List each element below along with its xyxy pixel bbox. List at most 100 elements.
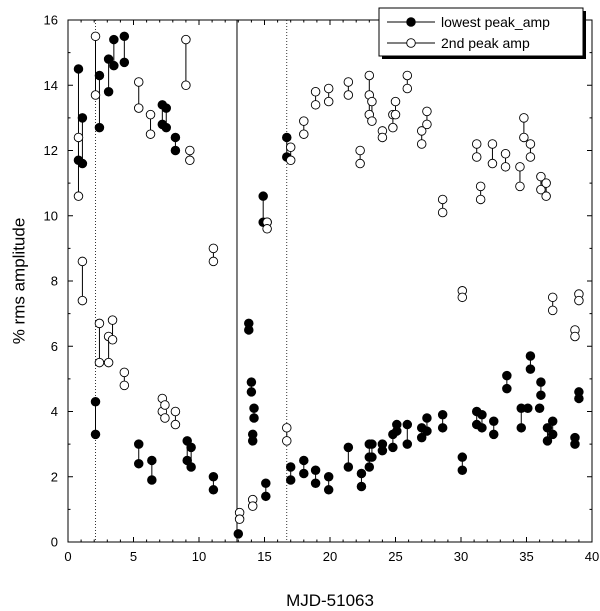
second-peak-point xyxy=(475,181,486,192)
lowest-peak-point xyxy=(258,191,268,201)
lowest-peak-point xyxy=(356,468,367,479)
lowest-peak-point xyxy=(402,439,413,449)
second-peak-point xyxy=(107,315,118,325)
reference-lines xyxy=(95,20,288,542)
second-peak-point xyxy=(519,132,529,143)
second-peak-point xyxy=(574,295,584,306)
lowest-peak-point xyxy=(542,436,553,446)
lowest-peak-point xyxy=(109,34,119,45)
axis-ticks: 0 5 10 15 20 25 30 35 40 0 2 4 6 8 10 12 14 16 xyxy=(44,13,600,565)
second-peak-point xyxy=(475,194,486,205)
lowest-peak-point xyxy=(377,445,388,456)
lowest-peak-point xyxy=(343,462,354,472)
x-tick-label: 40 xyxy=(585,549,599,564)
lowest-peak-point xyxy=(170,145,181,156)
second-peak-point xyxy=(94,357,105,368)
lowest-peak-point xyxy=(547,416,558,427)
lowest-peak-point xyxy=(94,70,105,81)
second-peak-point xyxy=(541,191,551,201)
lowest-peak-point xyxy=(208,485,219,495)
second-peak-point xyxy=(471,139,482,149)
lowest-peak-point xyxy=(392,426,402,436)
second-peak-point xyxy=(282,423,292,433)
lowest-peak-point xyxy=(416,432,427,443)
second-peak-point xyxy=(487,139,498,149)
second-peak-point xyxy=(355,145,365,156)
lowest-peak-point xyxy=(502,370,512,381)
second-peak-point xyxy=(145,109,156,120)
second-peak-point xyxy=(103,357,114,368)
y-tick-label: 16 xyxy=(44,13,58,28)
lowest-peak-point xyxy=(310,465,321,475)
second-peak-point xyxy=(525,139,536,149)
lowest-peak-point xyxy=(516,423,527,433)
lowest-peak-point xyxy=(570,439,580,449)
lowest-peak-point xyxy=(364,462,375,472)
lowest-peak-point xyxy=(323,485,334,495)
y-tick-label: 8 xyxy=(51,274,58,289)
second-peak-point xyxy=(299,129,309,139)
second-peak-point xyxy=(94,318,105,329)
lowest-peak-point xyxy=(147,475,157,485)
lowest-peak-point xyxy=(161,103,171,113)
y-tick-label: 0 xyxy=(51,535,58,550)
lowest-peak-point xyxy=(170,132,181,143)
second-peak-point xyxy=(536,184,546,195)
lowest-peak-point xyxy=(147,455,157,466)
second-peak-point xyxy=(515,181,525,192)
lowest-peak-point xyxy=(356,481,367,492)
second-peak-point xyxy=(234,514,245,524)
second-peak-point xyxy=(364,70,375,81)
second-peak-point xyxy=(170,419,181,430)
x-tick-label: 35 xyxy=(519,549,533,564)
lowest-peak-point xyxy=(477,410,487,420)
second-peak-point xyxy=(355,158,365,169)
second-peak-point xyxy=(77,256,88,267)
second-peak-point xyxy=(323,96,334,107)
lowest-peak-point xyxy=(489,416,499,427)
lowest-peak-point xyxy=(477,423,487,433)
second-peak-point xyxy=(416,139,427,149)
lowest-peak-point xyxy=(94,122,105,133)
y-tick-label: 4 xyxy=(51,404,58,419)
second-peak-point xyxy=(282,436,292,446)
lowest-peak-point xyxy=(73,64,84,74)
y-tick-label: 6 xyxy=(51,339,58,354)
x-tick-label: 15 xyxy=(257,549,271,564)
lowest-peak-point xyxy=(77,113,88,123)
lowest-peak-point xyxy=(422,413,432,423)
second-peak-point xyxy=(133,77,144,87)
second-peak-point xyxy=(208,243,219,254)
lowest-peak-point xyxy=(244,325,254,335)
second-peak-point xyxy=(367,96,377,107)
second-peak-point xyxy=(170,406,181,417)
x-tick-label: 20 xyxy=(323,549,337,564)
lowest-peak-point xyxy=(249,413,259,423)
lowest-peak-point xyxy=(402,419,413,430)
lowest-peak-point xyxy=(133,458,144,469)
second-peak-point xyxy=(377,132,388,143)
second-peak-point xyxy=(181,34,191,45)
second-peak-point xyxy=(323,83,334,94)
x-tick-label: 0 xyxy=(64,549,71,564)
lowest-peak-point xyxy=(536,390,546,400)
legend-box xyxy=(378,7,584,57)
lowest-peak-point xyxy=(261,478,271,489)
lowest-peak-point xyxy=(208,472,219,482)
lowest-peak-point xyxy=(261,491,271,502)
second-peak-point xyxy=(285,155,296,166)
lowest-peak-point xyxy=(388,442,398,453)
second-peak-point xyxy=(90,31,101,42)
second-peak-point xyxy=(181,80,191,90)
lowest-peak-point xyxy=(525,364,536,374)
lowest-peak-point xyxy=(90,396,101,407)
y-tick-label: 2 xyxy=(51,469,58,484)
second-peak-point xyxy=(119,367,130,378)
second-peak-point xyxy=(73,191,84,201)
second-peak-point xyxy=(541,178,551,188)
second-peak-point xyxy=(471,152,482,162)
second-peak-point xyxy=(310,100,321,110)
second-peak-point xyxy=(500,149,511,159)
second-peak-point xyxy=(299,116,309,126)
